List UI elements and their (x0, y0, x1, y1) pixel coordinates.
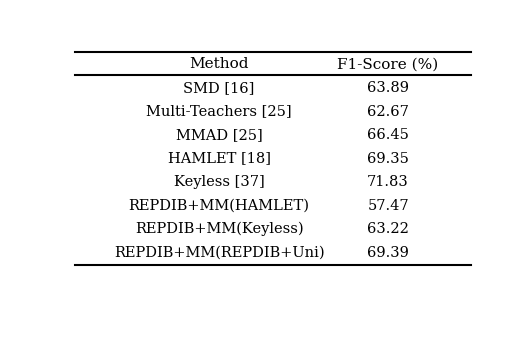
Text: 62.67: 62.67 (367, 105, 409, 119)
Text: REPDIB+MM(Keyless): REPDIB+MM(Keyless) (135, 222, 303, 236)
Text: 71.83: 71.83 (367, 175, 409, 189)
Text: 63.89: 63.89 (367, 81, 409, 95)
Text: 57.47: 57.47 (367, 198, 409, 212)
Text: HAMLET [18]: HAMLET [18] (168, 152, 271, 166)
Text: REPDIB+MM(REPDIB+Uni): REPDIB+MM(REPDIB+Uni) (114, 246, 325, 260)
Text: SMD [16]: SMD [16] (184, 81, 255, 95)
Text: F1-Score (%): F1-Score (%) (337, 57, 439, 71)
Text: Keyless [37]: Keyless [37] (173, 175, 264, 189)
Text: MMAD [25]: MMAD [25] (176, 128, 262, 142)
Text: 69.35: 69.35 (367, 152, 409, 166)
Text: Multi-Teachers [25]: Multi-Teachers [25] (146, 105, 292, 119)
Text: 66.45: 66.45 (367, 128, 409, 142)
Text: 63.22: 63.22 (367, 222, 409, 236)
Text: 69.39: 69.39 (367, 246, 409, 260)
Text: Method: Method (189, 57, 249, 71)
Text: REPDIB+MM(HAMLET): REPDIB+MM(HAMLET) (129, 198, 310, 212)
